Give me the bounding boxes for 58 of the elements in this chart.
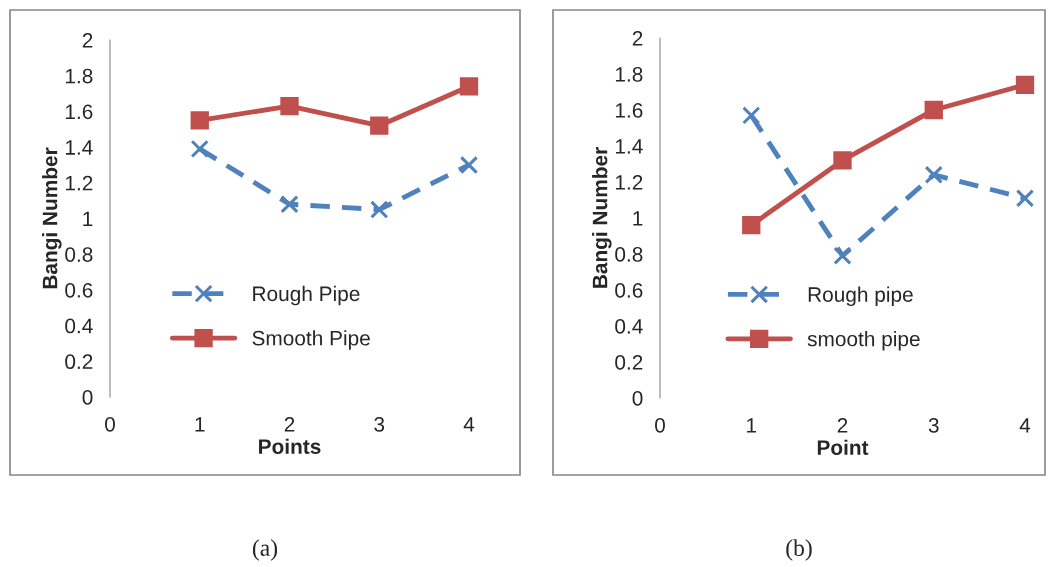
y-tick-label: 1.8 <box>65 68 93 84</box>
y-tick-label: 0.2 <box>65 354 93 370</box>
y-tick-label: 0.4 <box>65 318 93 334</box>
y-tick-label: 0.2 <box>615 355 643 370</box>
legend-label: Rough Pipe <box>253 285 360 306</box>
y-axis-title: Bangi Number <box>592 147 612 288</box>
y-tick-label: 0.6 <box>615 283 643 298</box>
x-tick-label: 0 <box>655 417 665 433</box>
y-tick-label: 1.8 <box>615 67 643 82</box>
text: (a) <box>252 539 278 561</box>
y-tick-label: 1.2 <box>615 175 643 190</box>
y-tick-label: 1.2 <box>65 175 93 191</box>
point <box>280 195 299 214</box>
point <box>1015 75 1035 94</box>
y-axis-title: Bangi Number <box>42 147 62 289</box>
y-tick-label: 2 <box>82 33 93 48</box>
x-tick-label: 0 <box>105 416 115 432</box>
y-tick-label: 1.4 <box>615 139 643 154</box>
y-tick-label: 2 <box>632 31 643 46</box>
x-tick-label: 1 <box>195 417 205 432</box>
point <box>459 155 479 175</box>
point <box>190 139 209 159</box>
point <box>370 200 389 219</box>
point <box>833 151 852 170</box>
x-tick-label: 2 <box>284 416 295 432</box>
x-tick-label: 1 <box>747 418 757 433</box>
y-tick-label: 0.4 <box>615 319 643 334</box>
legend-label: Rough pipe <box>808 286 913 307</box>
legend-label: Smooth Pipe <box>252 330 370 350</box>
point <box>459 77 479 96</box>
x-tick-label: 4 <box>463 417 475 432</box>
point <box>742 216 761 235</box>
point <box>190 111 209 130</box>
point <box>1015 189 1035 208</box>
y-tick-label: 0.8 <box>65 247 93 262</box>
text: (b) <box>786 539 812 561</box>
x-tick-label: 4 <box>1019 418 1031 433</box>
y-tick-label: 0.8 <box>615 247 643 262</box>
y-tick-label: 0 <box>632 391 643 406</box>
y-tick-label: 1 <box>83 211 93 227</box>
point <box>742 106 761 125</box>
point <box>370 116 389 135</box>
x-axis-title: Point <box>817 439 869 455</box>
x-axis-title: Points <box>259 438 321 454</box>
point <box>280 96 299 116</box>
y-tick-label: 1 <box>633 211 643 226</box>
x-tick-label: 2 <box>837 417 848 433</box>
legend-label: smooth pipe <box>807 331 920 351</box>
point <box>833 246 852 265</box>
y-tick-label: 0.6 <box>65 282 93 298</box>
point <box>924 165 943 184</box>
y-tick-label: 1.6 <box>615 103 643 118</box>
point <box>924 100 943 120</box>
y-tick-label: 0 <box>82 390 93 405</box>
x-tick-label: 3 <box>928 417 939 433</box>
y-tick-label: 1.6 <box>65 104 93 120</box>
y-tick-label: 1.4 <box>65 140 93 155</box>
x-tick-label: 3 <box>374 416 385 432</box>
